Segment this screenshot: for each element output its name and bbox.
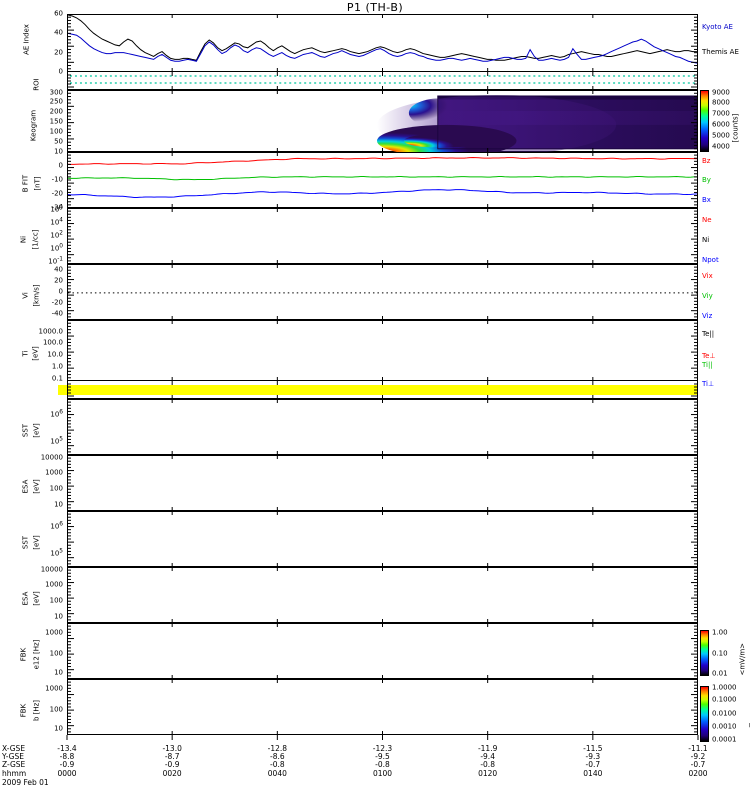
legend-label-bz: Bz xyxy=(702,157,711,165)
legend-label-kyoto-ae: Kyoto AE xyxy=(702,23,733,31)
vi-zero-line xyxy=(68,292,697,294)
legend-label-ni: Ni xyxy=(702,236,710,244)
panel-ti-band-frame xyxy=(67,381,698,399)
panel-ti-te xyxy=(67,320,698,381)
bottom-axis-z-gse-6: -0.7 xyxy=(690,760,706,770)
legend-label-te-par: Te|| xyxy=(702,330,715,338)
bottom-axis-row-label-z-gse: Z-GSE xyxy=(2,760,26,770)
bottom-axis-hhmm-6: 0200 xyxy=(688,768,708,778)
legend-label-ti-perp: Ti⊥ xyxy=(702,380,715,388)
bottom-axis-y-gse-3: -9.5 xyxy=(375,752,390,762)
bottom-axis-z-gse-2: -0.8 xyxy=(270,760,285,770)
colorbar-fbk-b xyxy=(700,686,709,742)
bottom-axis-z-gse-3: -0.8 xyxy=(375,760,390,770)
legend-label-themis-ae: Themis AE xyxy=(702,48,739,56)
panel-ae-index xyxy=(67,14,698,72)
date-label: 2009 Feb 01 xyxy=(2,778,49,787)
panel-vi xyxy=(67,264,698,320)
page-title: P1 (TH-B) xyxy=(346,1,404,14)
panel-keogram xyxy=(67,90,698,153)
ae-index-traces xyxy=(68,15,697,64)
legend-label-viy: Viy xyxy=(702,292,713,300)
colorbar-fbk-e12 xyxy=(700,630,709,676)
bottom-axis-y-gse-6: -9.2 xyxy=(690,752,706,762)
panel-fbk-b xyxy=(67,679,698,735)
ti-te-data-band xyxy=(58,385,698,395)
bottom-axis-x-gse-4: -11.9 xyxy=(477,744,498,753)
panel-ni xyxy=(67,208,698,264)
bottom-axis-x-gse-5: -11.5 xyxy=(583,744,603,753)
bottom-axis-z-gse-1: -0.9 xyxy=(164,760,180,770)
bottom-axis-hhmm-5: 0140 xyxy=(583,768,603,778)
bottom-axis-z-gse-4: -0.8 xyxy=(480,760,495,770)
bottom-axis-row-label-x-gse: X-GSE xyxy=(2,744,26,753)
bottom-axis-hhmm-3: 0100 xyxy=(372,768,393,778)
legend-label-vix: Vix xyxy=(702,272,713,280)
trace-themis-ae xyxy=(68,15,697,61)
bottom-axis-y-gse-0: -8.8 xyxy=(59,752,75,762)
bottom-axis-hhmm-2: 0040 xyxy=(267,768,287,778)
colorbar-fbk-e12-unit: <mV/m> xyxy=(738,642,747,676)
bottom-axis-x-gse-3: -12.3 xyxy=(372,744,393,753)
panel-esa-1 xyxy=(67,455,698,511)
legend-label-by: By xyxy=(702,176,711,184)
bottom-axis-z-gse-0: -0.9 xyxy=(59,760,75,770)
bottom-axis-x-gse-1: -13.0 xyxy=(162,744,182,753)
ylabel-ae-index: AE Index xyxy=(22,24,31,55)
bottom-axis-x-gse-6: -11.1 xyxy=(688,744,708,753)
panel-sst-1 xyxy=(67,399,698,455)
legend-label-viz: Viz xyxy=(702,312,713,320)
bottom-axis-x-gse-2: -12.8 xyxy=(267,744,288,753)
bottom-axis-hhmm-0: 0000 xyxy=(57,768,77,778)
legend-label-ti-par: Ti|| xyxy=(702,361,713,369)
b-fit-traces xyxy=(68,156,697,198)
colorbar-keogram xyxy=(700,90,709,152)
panel-b-fit xyxy=(67,152,698,208)
bottom-axis-y-gse-4: -9.4 xyxy=(480,752,495,762)
roi-state-bars xyxy=(69,75,695,84)
colorbar-keogram-unit: [counts] xyxy=(731,113,740,143)
trace-kyoto-ae xyxy=(68,32,697,64)
bottom-axis-x-gse-0: -13.4 xyxy=(57,744,77,753)
bottom-axis-hhmm-1: 0020 xyxy=(162,768,182,778)
panel-roi xyxy=(67,72,698,90)
legend-label-bx: Bx xyxy=(702,196,711,204)
bottom-axis-y-gse-2: -8.6 xyxy=(270,752,285,762)
bottom-axis-y-gse-5: -9.3 xyxy=(585,752,601,762)
legend-label-te-perp: Te⊥ xyxy=(702,352,716,360)
bottom-axis-hhmm-4: 0120 xyxy=(478,768,498,778)
keogram-spectrogram xyxy=(377,94,697,153)
panel-esa-2 xyxy=(67,567,698,623)
bottom-axis-z-gse-5: -0.7 xyxy=(585,760,601,770)
panel-sst-2 xyxy=(67,511,698,567)
panel-fbk-e12 xyxy=(67,623,698,679)
bottom-axis-y-gse-1: -8.7 xyxy=(164,752,180,762)
bottom-axis-row-label-y-gse: Y-GSE xyxy=(2,752,24,762)
bottom-axis-row-label-hhmm: hhmm xyxy=(2,768,27,778)
legend-label-ne: Ne xyxy=(702,216,712,224)
legend-label-npot: Npot xyxy=(702,256,719,264)
